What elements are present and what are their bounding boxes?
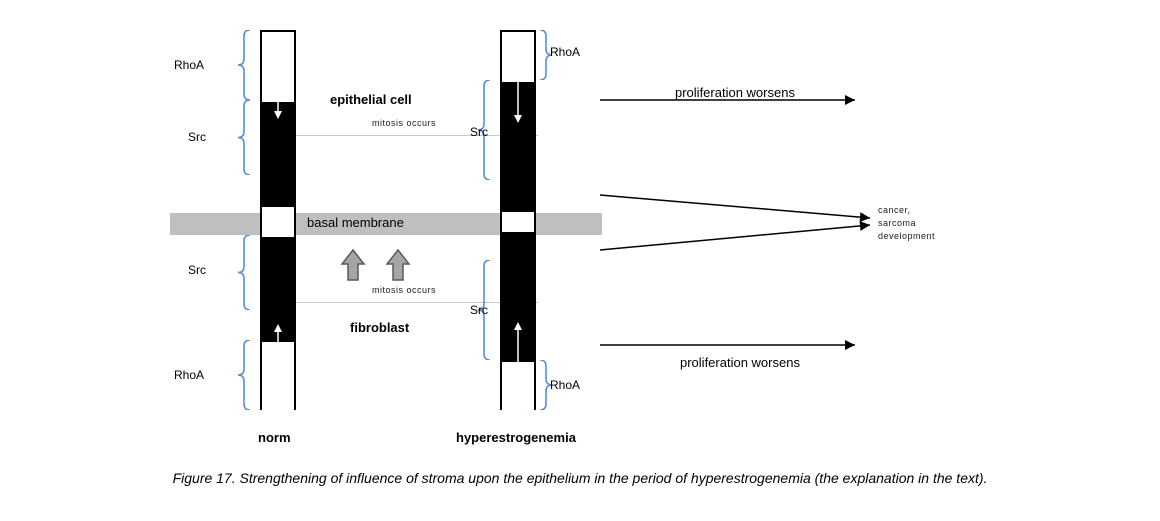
inner-arrow-icon [272, 94, 284, 124]
label-cancer3: development [878, 231, 935, 241]
arrow-icon [593, 218, 877, 257]
inner-arrow-icon [272, 324, 284, 354]
brace-label: RhoA [550, 378, 580, 392]
brace-label: Src [470, 303, 488, 317]
brace-label: RhoA [174, 58, 204, 72]
brace-norm_top [236, 30, 252, 100]
label-prolif_upper: proliferation worsens [675, 85, 795, 100]
brace-label: Src [188, 263, 206, 277]
brace-norm_bottom [236, 340, 252, 410]
label-cancer1: cancer, [878, 205, 911, 215]
stroma-up-arrow-icon [340, 248, 366, 284]
inner-arrow-icon [512, 78, 524, 128]
label-epithelial: epithelial cell [330, 92, 412, 107]
diagram-root: { "layout": { "canvas": {"w":1160,"h":52… [0, 0, 1160, 521]
label-cancer2: sarcoma [878, 218, 916, 228]
inner-arrow-icon [512, 322, 524, 372]
arrow-icon [593, 338, 862, 352]
label-col_norm: norm [258, 430, 291, 445]
brace-label: RhoA [174, 368, 204, 382]
mitosis-line-upper [262, 135, 538, 136]
figure-caption: Figure 17. Strengthening of influence of… [0, 470, 1160, 486]
brace-norm_src_lower [236, 235, 252, 310]
brace-label: Src [470, 125, 488, 139]
label-prolif_lower: proliferation worsens [680, 355, 800, 370]
label-mitosis_lower: mitosis occurs [372, 285, 436, 295]
label-col_hyper: hyperestrogenemia [456, 430, 576, 445]
mitosis-line-lower [262, 302, 538, 303]
label-mitosis_upper: mitosis occurs [372, 118, 436, 128]
brace-label: RhoA [550, 45, 580, 59]
brace-label: Src [188, 130, 206, 144]
label-fibroblast: fibroblast [350, 320, 409, 335]
bar-hyperestrogenemia [500, 30, 536, 410]
brace-norm_src_upper [236, 100, 252, 175]
label-basal: basal membrane [307, 215, 404, 230]
bar-norm [260, 30, 296, 410]
stroma-up-arrow-icon [385, 248, 411, 284]
